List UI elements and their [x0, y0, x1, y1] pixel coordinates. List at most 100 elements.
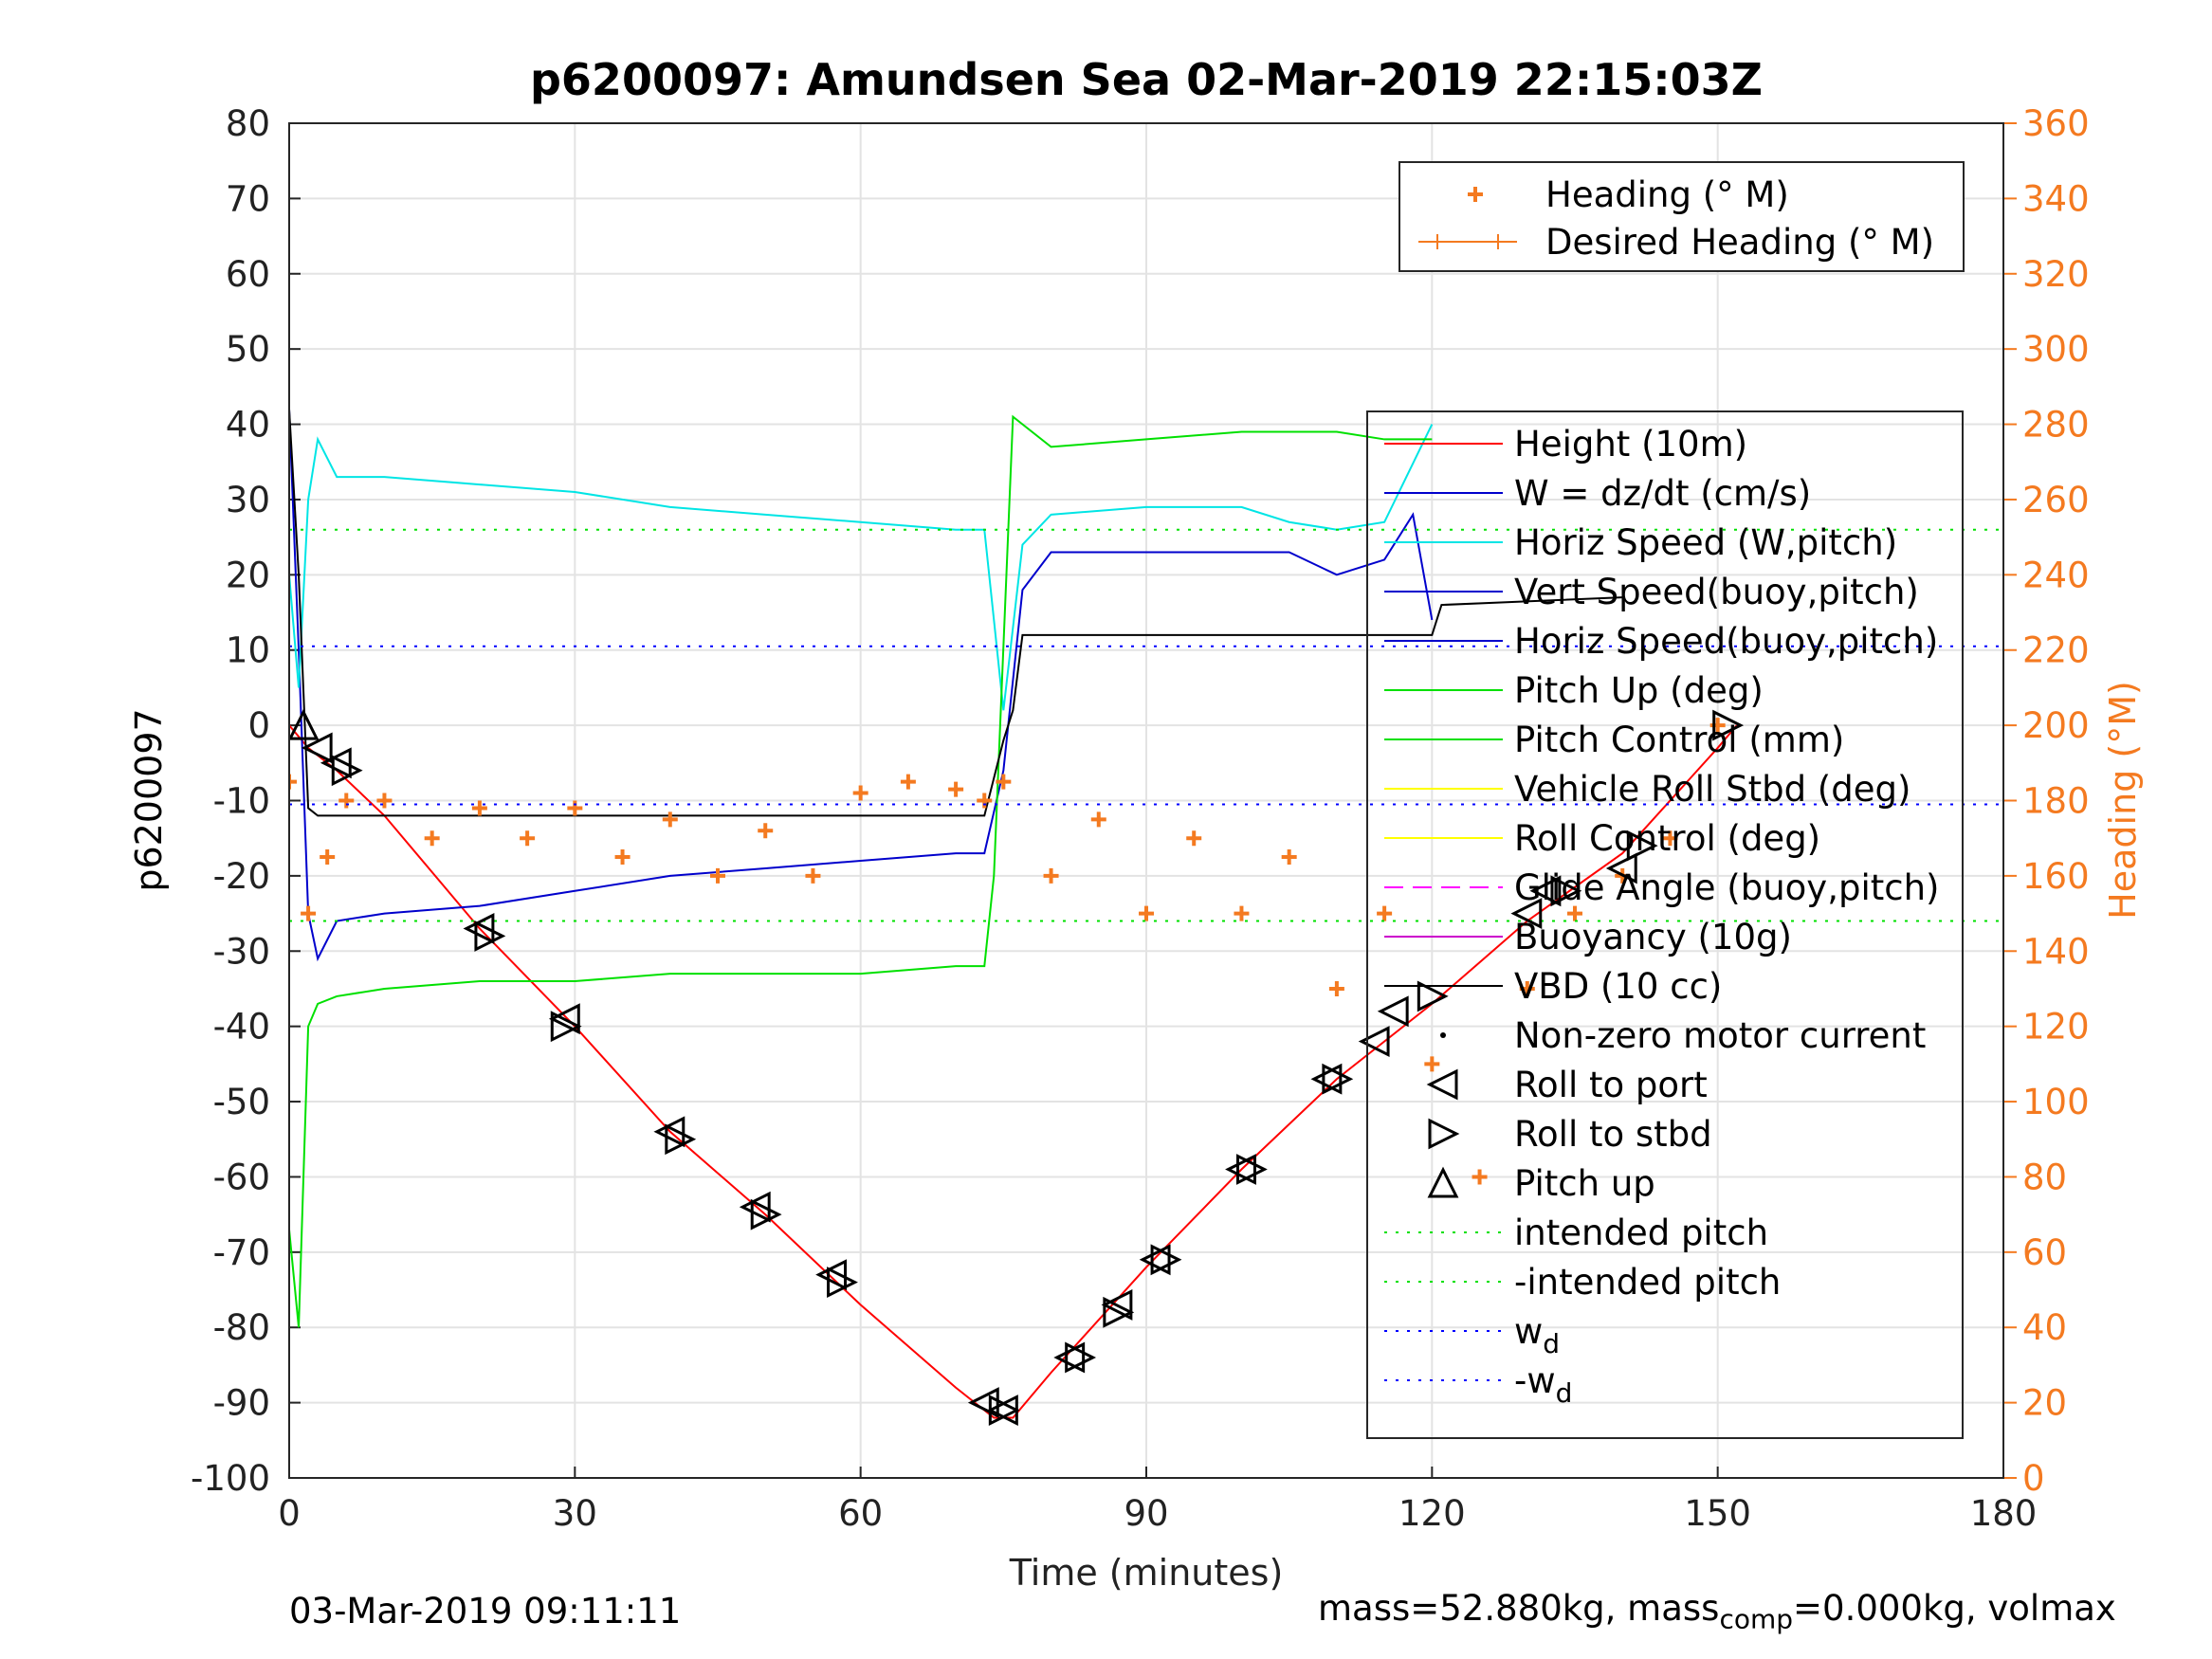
legend-label: -wd [1514, 1360, 1572, 1409]
tick-label-y: -60 [213, 1157, 270, 1197]
legend-top-glyph [1430, 234, 1445, 249]
marker-roll-to-port [967, 1387, 999, 1419]
legend-swatch [1440, 1032, 1446, 1038]
marker-roll-to-stbd [331, 755, 363, 787]
tick-label-y: 10 [226, 630, 270, 671]
grid [288, 122, 2004, 1479]
legend-label: Pitch up [1514, 1163, 1655, 1204]
tick-label-y: -70 [213, 1232, 270, 1273]
marker-roll-to-stbd [1417, 980, 1449, 1012]
tick-label-y-right: 340 [2022, 178, 2090, 219]
marker-roll-to-port [1605, 852, 1637, 884]
legend-label: Buoyancy (10g) [1514, 917, 1792, 957]
marker-roll-to-port [1101, 1288, 1133, 1321]
series-w-dz-dt-cm-s [289, 409, 1434, 962]
tick-label-y: -90 [213, 1383, 270, 1424]
tick-label-y: -50 [213, 1082, 270, 1122]
legend-top: Heading (° M) Desired Heading (° M) [1398, 161, 1965, 272]
legend-top-label: Desired Heading (° M) [1545, 222, 1934, 263]
legend-label: Roll Control (deg) [1514, 818, 1820, 859]
tick-label-y-right: 0 [2022, 1458, 2045, 1499]
marker-roll-to-port [986, 1395, 1018, 1426]
tick-label-y: 80 [226, 103, 270, 144]
tick-label-y-right: 260 [2022, 480, 2090, 520]
marker-roll-to-stbd [1235, 1154, 1268, 1185]
marker-roll-to-port [1510, 898, 1543, 930]
legend-label: Vert Speed(buoy,pitch) [1514, 572, 1919, 612]
marker-roll-to-stbd [1626, 830, 1658, 862]
marker-roll-to-stbd [750, 1198, 782, 1231]
tick-label-y-right: 220 [2022, 630, 2090, 671]
legend-top-glyph [1490, 234, 1506, 249]
footer-mass-suffix: =0.000kg, volmax [1793, 1588, 2116, 1629]
marker-roll-to-stbd [1550, 875, 1582, 907]
tick-label-y-right: 160 [2022, 856, 2090, 897]
footer-mass-sub: comp [1719, 1603, 1794, 1635]
marker-roll-to-port [815, 1259, 848, 1291]
tick-label-y: -10 [213, 781, 270, 822]
tick-label-y: 40 [226, 405, 270, 446]
marker-roll-to-stbd [1065, 1341, 1097, 1374]
tick-label-y: 70 [226, 178, 270, 219]
tick-label-y: 30 [226, 480, 270, 520]
footer-mass: mass=52.880kg, masscomp=0.000kg, volmax [1318, 1588, 2116, 1634]
marker-roll-to-stbd [474, 920, 506, 952]
tick-label-y-right: 300 [2022, 329, 2090, 370]
legend-label: Non-zero motor current [1514, 1015, 1926, 1056]
tick-label-y-right: 240 [2022, 555, 2090, 595]
marker-roll-to-port [1529, 875, 1562, 907]
marker-roll-to-port [1139, 1244, 1171, 1276]
marker-pitch-up [289, 708, 320, 740]
footer-mass-prefix: mass=52.880kg, mass [1318, 1588, 1720, 1629]
tick-label-y: 0 [247, 705, 270, 746]
marker-roll-to-port [1358, 1026, 1390, 1057]
tick-label-y-right: 200 [2022, 705, 2090, 746]
tick-label-y-right: 180 [2022, 781, 2090, 822]
legend-label: Pitch Control (mm) [1514, 720, 1844, 760]
tick-label-y: -20 [213, 856, 270, 897]
marker-roll-to-port [739, 1191, 771, 1223]
tick-label-x: 150 [1684, 1493, 1751, 1534]
legend-label: Glide Angle (buoy,pitch) [1514, 867, 1939, 908]
marker-roll-to-stbd [1103, 1296, 1135, 1328]
tick-label-y: -30 [213, 931, 270, 972]
axis-ticks: 0 30 60 90 120 150 180-100-90-80-70-60-50-40-3… [191, 103, 2090, 1534]
data-markers [289, 708, 1745, 1426]
tick-label-x: 0 [278, 1493, 301, 1534]
legend-label: W = dz/dt (cm/s) [1514, 473, 1811, 514]
series-vbd-10-cc [289, 409, 1623, 817]
tick-label-y: 50 [226, 329, 270, 370]
series-horiz-speed-w-pitch [289, 424, 1434, 711]
tick-label-y: -40 [213, 1007, 270, 1048]
x-axis-label: Time (minutes) [1009, 1552, 1284, 1594]
legend-top-box [1398, 161, 1965, 272]
legend-label: Height (10m) [1514, 424, 1747, 465]
y-axis-right-label: Heading (°M) [2102, 681, 2144, 920]
legend-top-label: Heading (° M) [1545, 174, 1789, 215]
tick-label-x: 90 [1124, 1493, 1168, 1534]
tick-label-y-right: 320 [2022, 254, 2090, 295]
y-axis-label: p6200097 [128, 708, 170, 891]
tick-label-y-right: 100 [2022, 1082, 2090, 1122]
legend-label: Roll to port [1514, 1065, 1708, 1105]
legend-label: Roll to stbd [1514, 1114, 1712, 1155]
marker-roll-to-stbd [827, 1267, 858, 1299]
legend-swatch [1427, 1166, 1459, 1198]
marker-roll-to-port [463, 913, 495, 944]
legend-label: Horiz Speed (W,pitch) [1514, 522, 1897, 563]
tick-label-y-right: 280 [2022, 405, 2090, 446]
tick-label-y-right: 40 [2022, 1307, 2067, 1348]
tick-label-y: 20 [226, 555, 270, 595]
marker-roll-to-port [1310, 1063, 1343, 1095]
legend-label: -intended pitch [1514, 1262, 1781, 1303]
tick-label-y-right: 120 [2022, 1007, 2090, 1048]
tick-label-y-right: 60 [2022, 1232, 2067, 1273]
tick-label-y: -80 [213, 1307, 270, 1348]
marker-roll-to-port [1225, 1154, 1256, 1185]
series-height-10m [289, 724, 1738, 1419]
marker-roll-to-stbd [1150, 1244, 1182, 1276]
plot-frame [288, 122, 2004, 1479]
legend-swatch [1428, 1118, 1460, 1150]
tick-label-y: -100 [191, 1458, 270, 1499]
legend-label: intended pitch [1514, 1212, 1768, 1253]
